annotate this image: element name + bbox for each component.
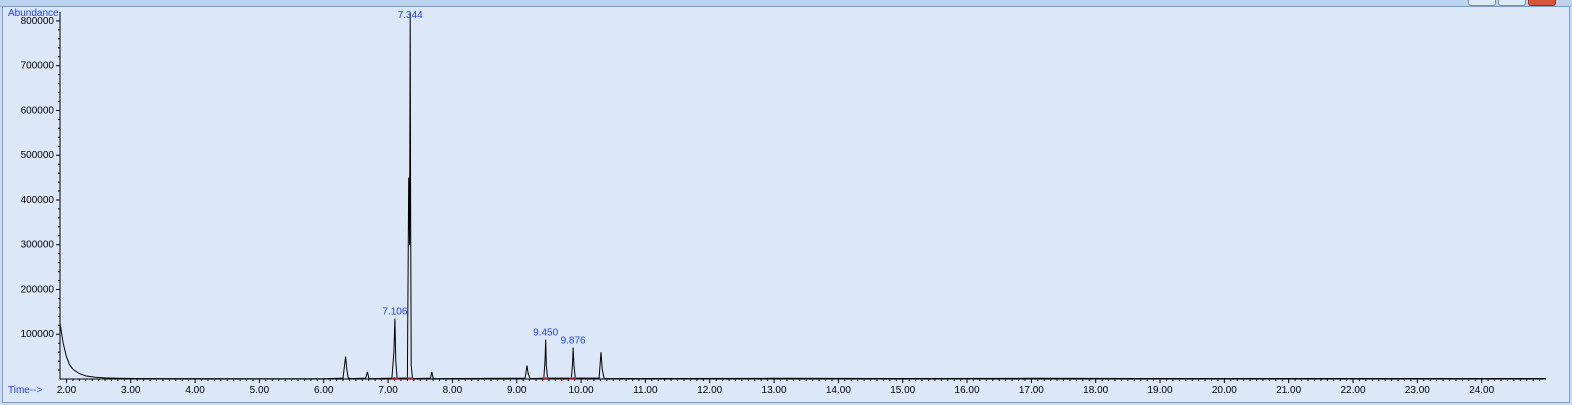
peak-label: 9.876 <box>561 336 586 347</box>
x-tick-label: 16.00 <box>955 385 980 396</box>
x-tick-label: 7.00 <box>378 385 398 396</box>
x-tick-label: 4.00 <box>185 385 205 396</box>
x-axis-title: Time--> <box>8 385 43 396</box>
close-button[interactable] <box>1528 0 1556 6</box>
y-tick-label: 800000 <box>21 16 55 27</box>
x-tick-label: 12.00 <box>697 385 722 396</box>
x-tick-label: 13.00 <box>762 385 787 396</box>
y-tick-label: 400000 <box>21 195 55 206</box>
y-tick-label: 100000 <box>21 329 55 340</box>
y-tick-label: 600000 <box>21 105 55 116</box>
x-tick-label: 19.00 <box>1148 385 1173 396</box>
x-tick-label: 9.00 <box>507 385 527 396</box>
x-tick-label: 24.00 <box>1469 385 1494 396</box>
x-tick-label: 15.00 <box>890 385 915 396</box>
x-tick-label: 18.00 <box>1083 385 1108 396</box>
peak-label: 9.450 <box>533 328 558 339</box>
chromatogram-panel <box>2 6 1570 403</box>
x-tick-label: 3.00 <box>121 385 141 396</box>
y-axis-title: Abundance <box>8 8 59 19</box>
x-tick-label: 11.00 <box>633 385 658 396</box>
maximize-button[interactable] <box>1498 0 1526 6</box>
x-tick-label: 6.00 <box>314 385 334 396</box>
minimize-button[interactable] <box>1468 0 1496 6</box>
y-tick-label: 500000 <box>21 150 55 161</box>
chromatogram-trace <box>59 11 1546 380</box>
x-tick-label: 23.00 <box>1405 385 1430 396</box>
x-tick-label: 17.00 <box>1019 385 1044 396</box>
x-tick-label: 14.00 <box>826 385 851 396</box>
y-tick-label: 200000 <box>21 284 55 295</box>
y-tick-label: 300000 <box>21 240 55 251</box>
x-tick-label: 21.00 <box>1276 385 1301 396</box>
y-tick-group: 100000 200000 300000 400000 500000 600000 7000… <box>21 16 60 371</box>
x-tick-label: 10.00 <box>569 385 594 396</box>
x-tick-label: 8.00 <box>443 385 463 396</box>
x-tick-label: 2.00 <box>57 385 77 396</box>
peak-label: 7.106 <box>382 307 407 318</box>
x-tick-label: 20.00 <box>1212 385 1237 396</box>
y-tick-label: 700000 <box>21 61 55 72</box>
peak-label: 7.344 <box>398 10 423 21</box>
x-tick-group: 2.00 3.00 4.00 5.00 6.00 7.00 8.00 9.00 10.00 11.… <box>57 379 1541 396</box>
x-tick-label: 5.00 <box>250 385 270 396</box>
x-tick-label: 22.00 <box>1340 385 1365 396</box>
